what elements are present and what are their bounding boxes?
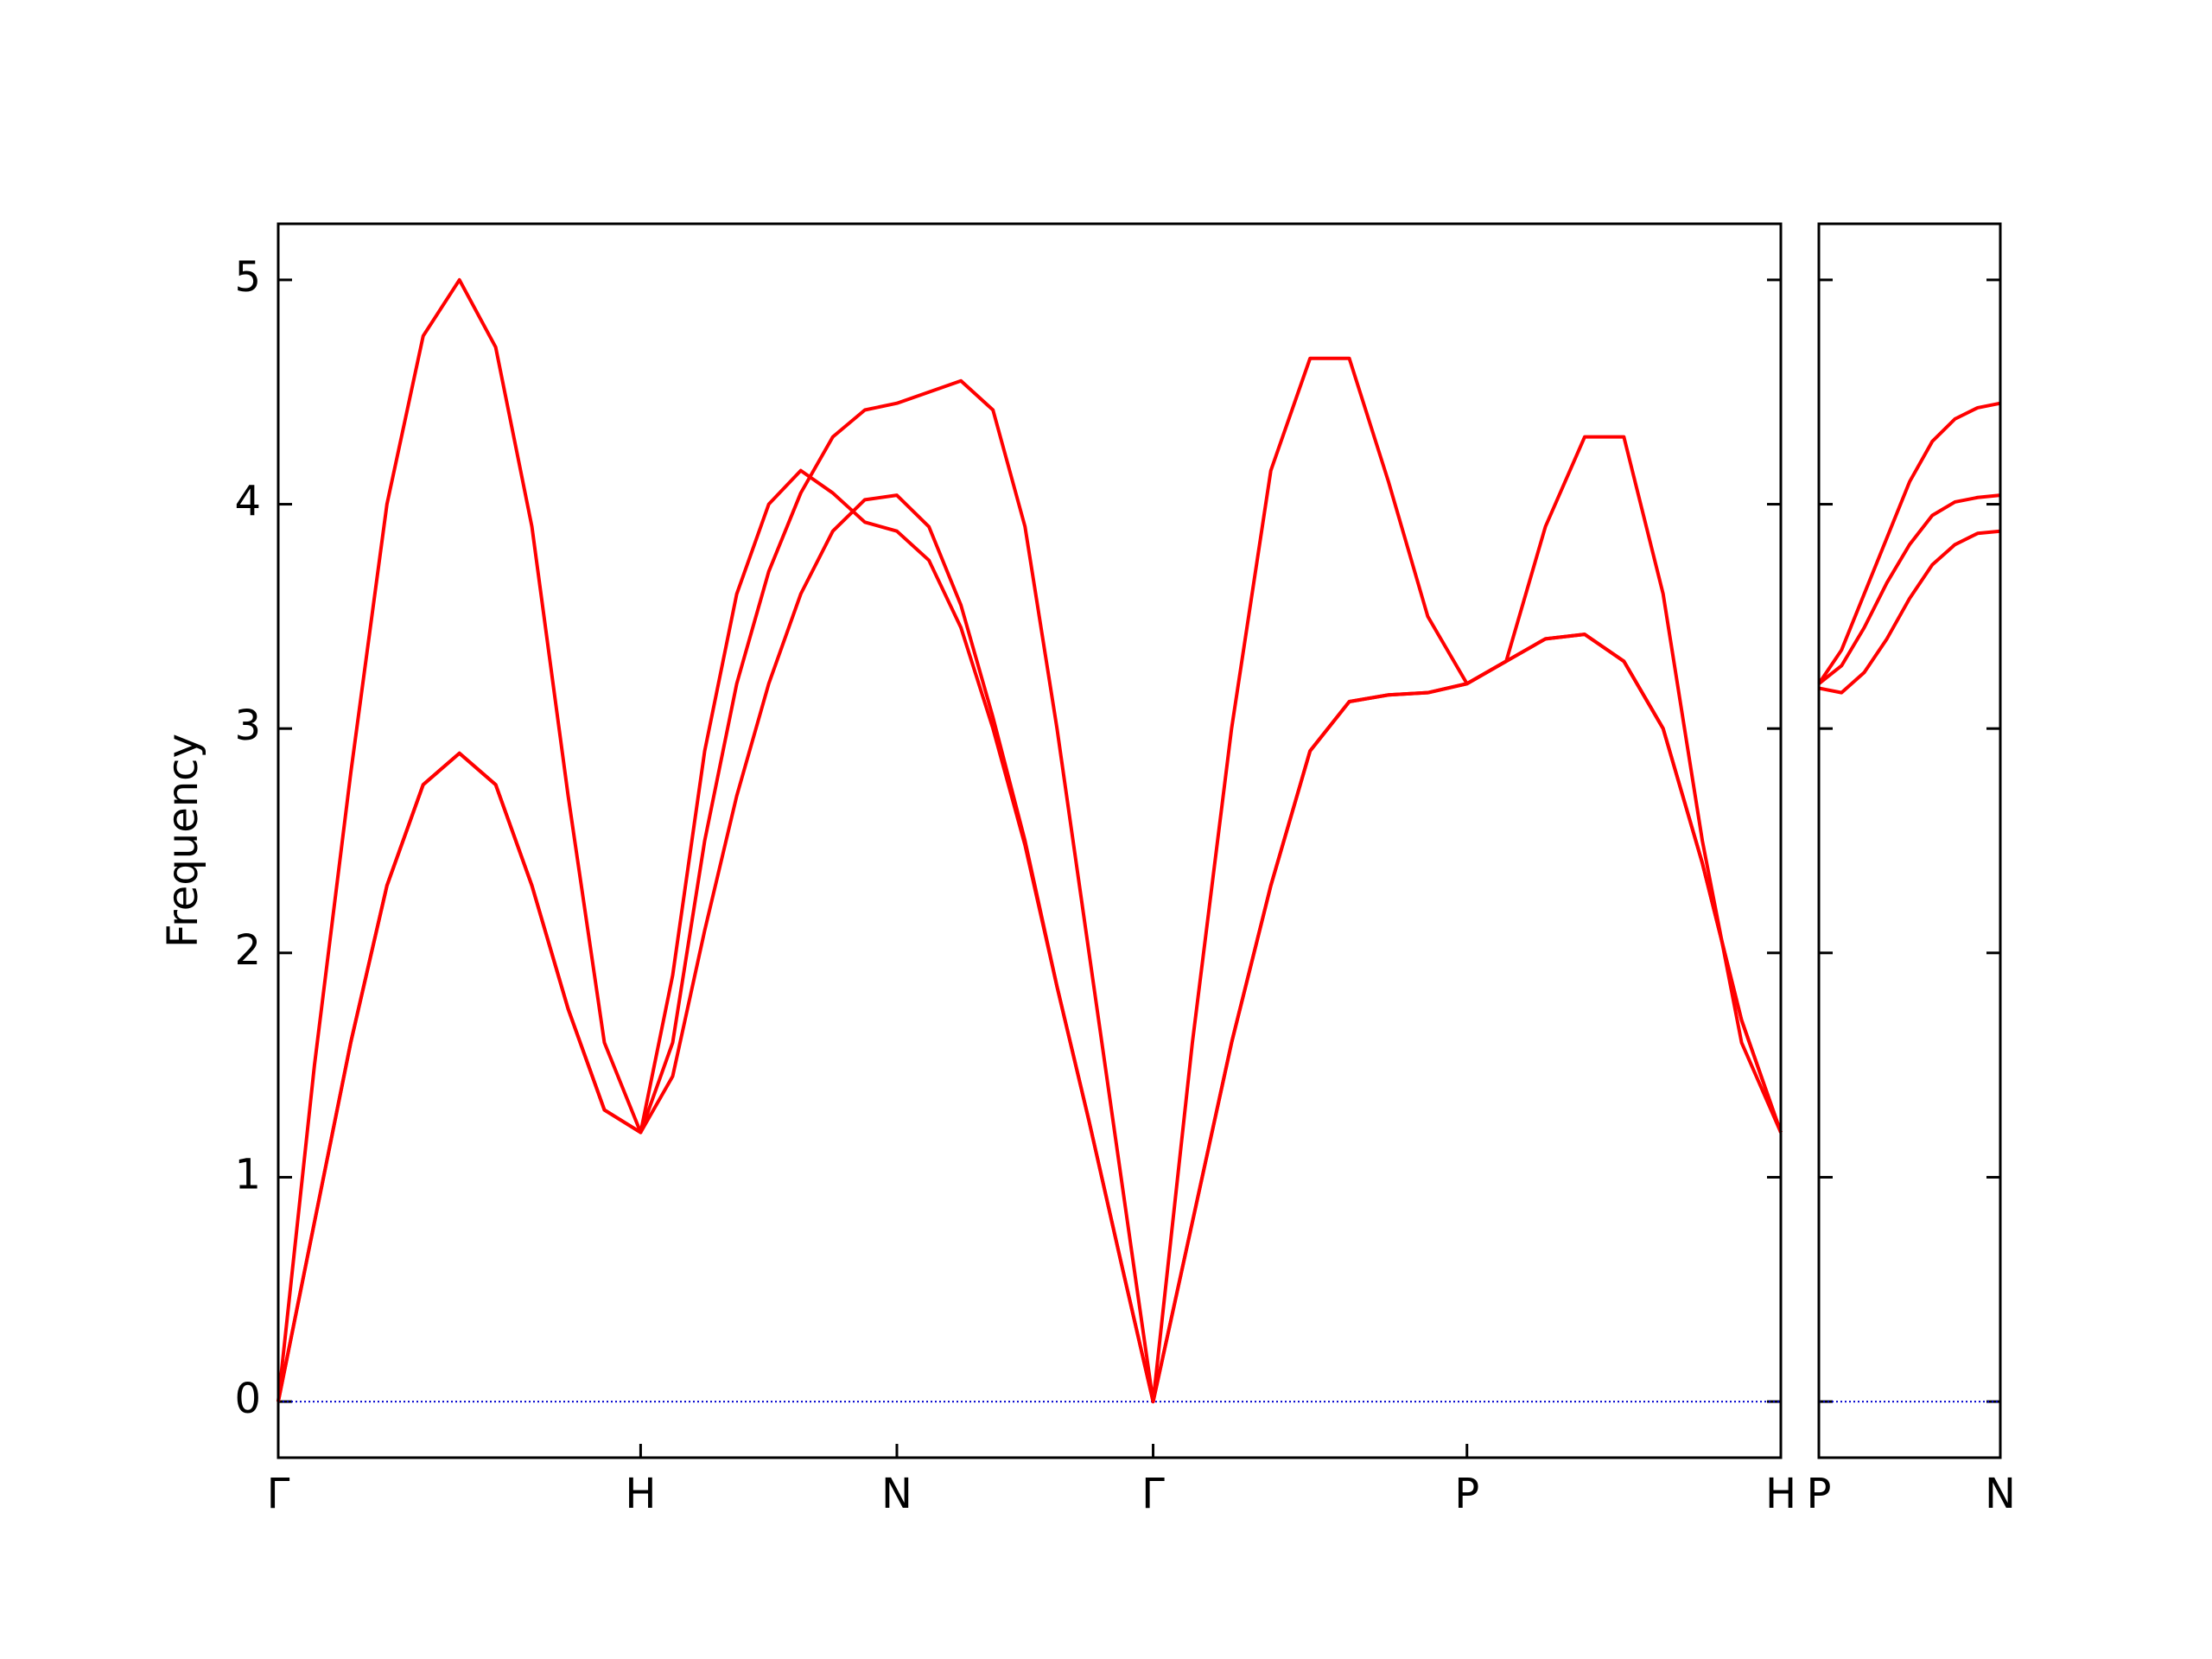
band-line [1818,529,2001,695]
band-line [276,468,1783,1404]
x-tick-label: P [1807,1470,1832,1518]
band-line [276,277,1783,1404]
x-tick-label: H [1765,1470,1796,1518]
x-tick-label: Γ [1141,1470,1165,1518]
y-tick-label: 5 [234,253,261,302]
y-tick-label: 1 [234,1150,261,1198]
plot-frame [276,222,1783,1459]
y-tick-label: 0 [234,1375,261,1423]
x-tick-label: H [625,1470,656,1518]
x-tick-label: N [1985,1470,2016,1518]
y-axis-label: Frequency [159,734,207,948]
x-tick-label: P [1454,1470,1479,1518]
band-line [1817,493,2001,685]
plot-frame [1817,222,2002,1459]
band-line [276,493,1783,1404]
y-tick-label: 3 [234,702,261,750]
x-tick-label: Γ [267,1470,290,1518]
band-line [1817,401,2001,685]
y-tick-label: 2 [234,926,261,975]
x-tick-label: N [881,1470,912,1518]
y-tick-label: 4 [234,478,261,526]
